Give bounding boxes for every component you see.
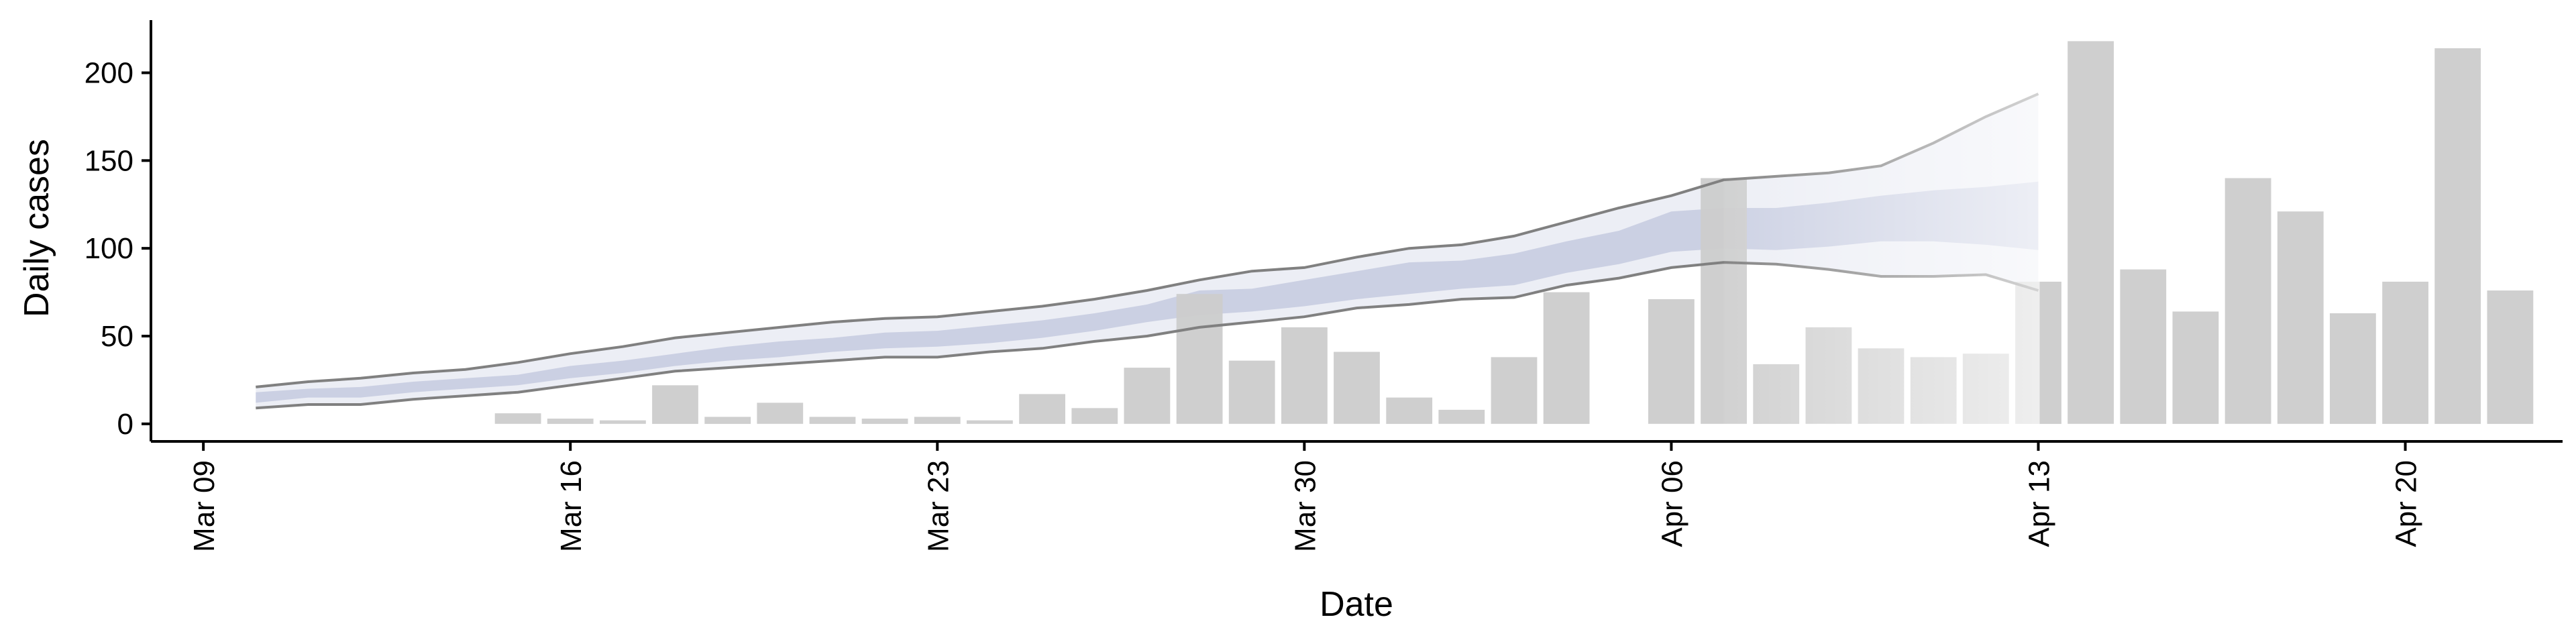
bar bbox=[1228, 360, 1275, 424]
y-tick-label: 50 bbox=[101, 320, 133, 353]
forecast-fade bbox=[1723, 20, 2040, 427]
x-tick-label: Mar 16 bbox=[555, 460, 588, 552]
x-tick-label: Mar 09 bbox=[188, 460, 221, 552]
y-tick-label: 0 bbox=[117, 408, 133, 441]
case-bars bbox=[494, 41, 2534, 424]
bar bbox=[1491, 357, 1538, 424]
y-tick-label: 150 bbox=[85, 144, 133, 177]
x-tick-label: Apr 13 bbox=[2023, 460, 2056, 547]
bar bbox=[1124, 368, 1171, 424]
bar bbox=[600, 420, 646, 424]
axes: 0 50 100 150 200 Mar 09 Mar 16 Mar 23 Mar 30 Apr … bbox=[85, 20, 2563, 552]
x-tick-label: Mar 30 bbox=[1289, 460, 1322, 552]
bar bbox=[2277, 211, 2324, 424]
inner-band bbox=[256, 181, 2039, 403]
bar bbox=[967, 420, 1013, 424]
y-axis-title: Daily cases bbox=[17, 139, 56, 317]
bar bbox=[914, 417, 961, 424]
bar bbox=[1281, 327, 1328, 424]
x-tick-label: Apr 20 bbox=[2390, 460, 2423, 547]
bar bbox=[1334, 352, 1380, 424]
bar bbox=[757, 402, 804, 424]
bar bbox=[2382, 281, 2428, 424]
bar bbox=[1176, 294, 1223, 424]
bar bbox=[2487, 290, 2534, 424]
bar bbox=[1648, 299, 1695, 424]
bar bbox=[861, 419, 908, 424]
bar bbox=[2120, 269, 2167, 424]
bar bbox=[2068, 41, 2114, 424]
bar bbox=[494, 413, 541, 424]
x-tick-label: Apr 06 bbox=[1656, 460, 1688, 547]
y-tick-label: 100 bbox=[85, 232, 133, 265]
bar bbox=[547, 419, 594, 424]
forecast-fade-overlay bbox=[1723, 20, 2040, 427]
bar bbox=[2172, 311, 2219, 424]
estimate-bands bbox=[256, 93, 2039, 409]
bar bbox=[809, 417, 856, 424]
bar bbox=[1071, 408, 1118, 424]
bar bbox=[1438, 409, 1485, 424]
bar bbox=[1543, 292, 1590, 424]
x-tick-label: Mar 23 bbox=[922, 460, 955, 552]
bar bbox=[704, 417, 751, 424]
bar bbox=[2434, 48, 2481, 424]
bar bbox=[1386, 397, 1433, 424]
bar bbox=[652, 385, 698, 424]
bar bbox=[2224, 178, 2271, 424]
bar bbox=[2330, 313, 2376, 424]
bar bbox=[1019, 394, 1065, 424]
x-axis-title: Date bbox=[1320, 585, 1393, 624]
y-tick-label: 200 bbox=[85, 57, 133, 90]
